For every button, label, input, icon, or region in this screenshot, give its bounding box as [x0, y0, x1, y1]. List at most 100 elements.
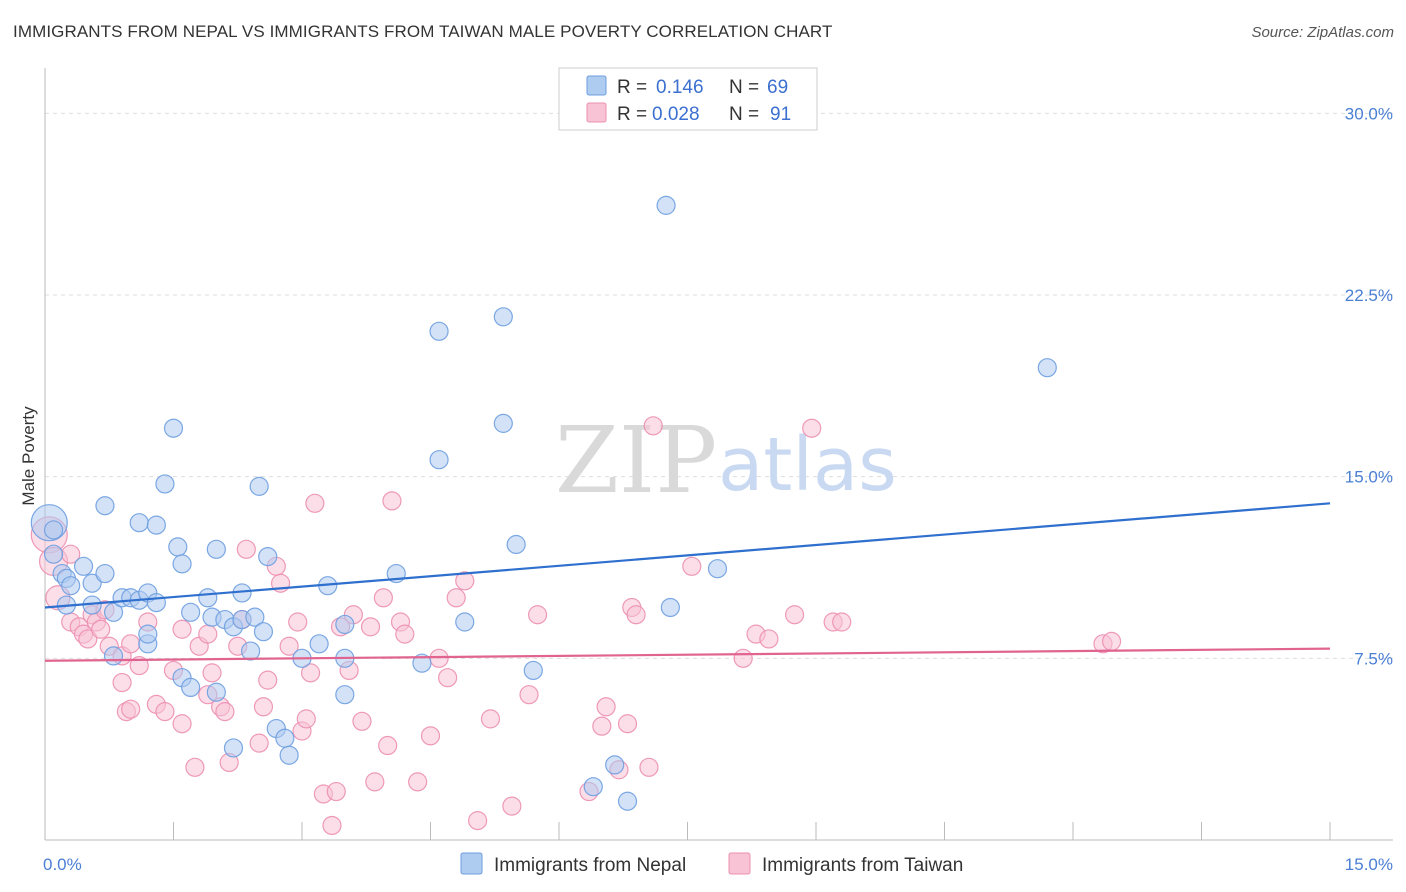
- nepal-point-59: [523, 660, 543, 681]
- taiwan-point-31: [236, 539, 256, 559]
- taiwan-point-71: [617, 714, 638, 734]
- nepal-point-35: [103, 646, 124, 666]
- taiwan-point-25: [198, 624, 218, 644]
- taiwan-point-32: [249, 733, 269, 753]
- nepal-point-22: [172, 554, 192, 574]
- taiwan-point-77: [733, 648, 753, 668]
- nepal-point-44: [279, 745, 299, 765]
- nepal-point-33: [249, 476, 269, 496]
- x-tick-labels: 0.0% 15.0%: [43, 855, 1393, 874]
- taiwan-point-22: [172, 714, 192, 734]
- nepal-point-58: [506, 534, 526, 555]
- y-tick-label-3: 30.0%: [1345, 104, 1393, 123]
- nepal-point-40: [241, 641, 261, 661]
- taiwan-point-55: [395, 624, 415, 644]
- taiwan-point-52: [378, 735, 398, 756]
- taiwan-point-37: [279, 636, 299, 656]
- taiwan-point-23: [185, 757, 205, 777]
- nepal-point-16: [95, 496, 115, 516]
- taiwan-point-41: [300, 663, 321, 683]
- legend-n-value-taiwan: 91: [770, 104, 791, 125]
- taiwan-point-50: [365, 772, 385, 792]
- taiwan-point-51: [373, 588, 393, 608]
- taiwan-point-73: [626, 605, 646, 625]
- taiwan-point-38: [288, 612, 308, 632]
- nepal-point-46: [309, 634, 329, 654]
- legend-r-label-taiwan: R =: [617, 104, 647, 125]
- taiwan-point-57: [420, 726, 441, 746]
- y-tick-label-1: 15.0%: [1345, 468, 1393, 487]
- taiwan-point-58: [429, 648, 449, 668]
- series-legend: Immigrants from Nepal Immigrants from Ta…: [460, 852, 963, 876]
- watermark: ZIP atlas: [555, 407, 897, 514]
- taiwan-point-7: [78, 629, 98, 649]
- taiwan-point-16: [129, 655, 149, 676]
- nepal-point-55: [455, 612, 475, 632]
- nepal-trend-line: [44, 502, 1331, 609]
- taiwan-point-79: [759, 629, 779, 649]
- nepal-point-62: [617, 791, 638, 811]
- taiwan-point-62: [468, 811, 488, 831]
- taiwan-point-53: [382, 491, 402, 511]
- nepal-point-49: [335, 685, 355, 705]
- nepal-point-48: [335, 614, 355, 635]
- nepal-point-43: [275, 728, 295, 748]
- taiwan-point-66: [527, 605, 548, 625]
- nepal-point-60: [583, 777, 603, 797]
- taiwan-point-21: [172, 619, 192, 639]
- axes: [44, 68, 1393, 841]
- taiwan-point-19: [155, 702, 175, 722]
- nepal-point-21: [168, 537, 188, 557]
- taiwan-point-13: [112, 672, 132, 693]
- series-nepal-points: [30, 195, 1057, 811]
- taiwan-point-87: [121, 634, 141, 654]
- trend-lines: [44, 502, 1331, 662]
- watermark-zip: ZIP: [555, 407, 717, 514]
- nepal-point-19: [155, 474, 175, 494]
- taiwan-point-75: [643, 416, 663, 436]
- taiwan-point-65: [519, 685, 539, 705]
- taiwan-point-40: [296, 709, 316, 729]
- taiwan-point-81: [802, 418, 822, 438]
- y-tick-labels: 7.5% 15.0% 22.5% 30.0%: [1345, 104, 1393, 668]
- taiwan-trend-line: [44, 647, 1331, 662]
- taiwan-point-69: [596, 697, 616, 717]
- nepal-point-20: [163, 418, 184, 438]
- nepal-point-8: [95, 563, 115, 584]
- legend-swatch-nepal: [586, 75, 607, 96]
- taiwan-point-49: [360, 617, 381, 637]
- taiwan-point-10: [91, 619, 111, 639]
- chart-source: Source: ZipAtlas.com: [1251, 24, 1394, 41]
- nepal-point-23: [181, 602, 201, 622]
- nepal-point-24: [198, 588, 218, 608]
- legend-r-value-taiwan: 0.028: [652, 104, 700, 125]
- nepal-point-5: [61, 576, 81, 596]
- y-tick-label-0: 7.5%: [1354, 649, 1393, 668]
- taiwan-point-64: [502, 796, 522, 816]
- taiwan-point-34: [258, 670, 278, 690]
- nepal-point-1: [43, 520, 64, 540]
- bottom-legend-swatch-taiwan: [728, 852, 751, 875]
- nepal-point-53: [429, 321, 449, 341]
- nepal-point-41: [253, 622, 274, 642]
- taiwan-point-15: [121, 699, 141, 719]
- taiwan-point-48: [352, 711, 372, 731]
- legend-n-label-taiwan: N =: [729, 104, 759, 125]
- nepal-point-61: [605, 755, 625, 775]
- legend-n-value-nepal: 69: [767, 77, 788, 98]
- taiwan-point-61: [455, 571, 475, 591]
- bottom-legend-label-nepal: Immigrants from Nepal: [494, 855, 686, 876]
- nepal-point-66: [1037, 358, 1057, 378]
- bottom-legend-label-taiwan: Immigrants from Taiwan: [762, 855, 963, 876]
- taiwan-point-85: [1101, 631, 1122, 651]
- nepal-point-54: [429, 450, 449, 470]
- taiwan-point-33: [253, 697, 274, 717]
- nepal-point-11: [103, 602, 124, 622]
- taiwan-point-63: [480, 709, 501, 729]
- taiwan-point-83: [832, 612, 852, 632]
- taiwan-point-28: [215, 702, 235, 722]
- nepal-point-65: [707, 559, 728, 579]
- series-taiwan-points: [30, 416, 1122, 836]
- nepal-point-57: [493, 307, 513, 327]
